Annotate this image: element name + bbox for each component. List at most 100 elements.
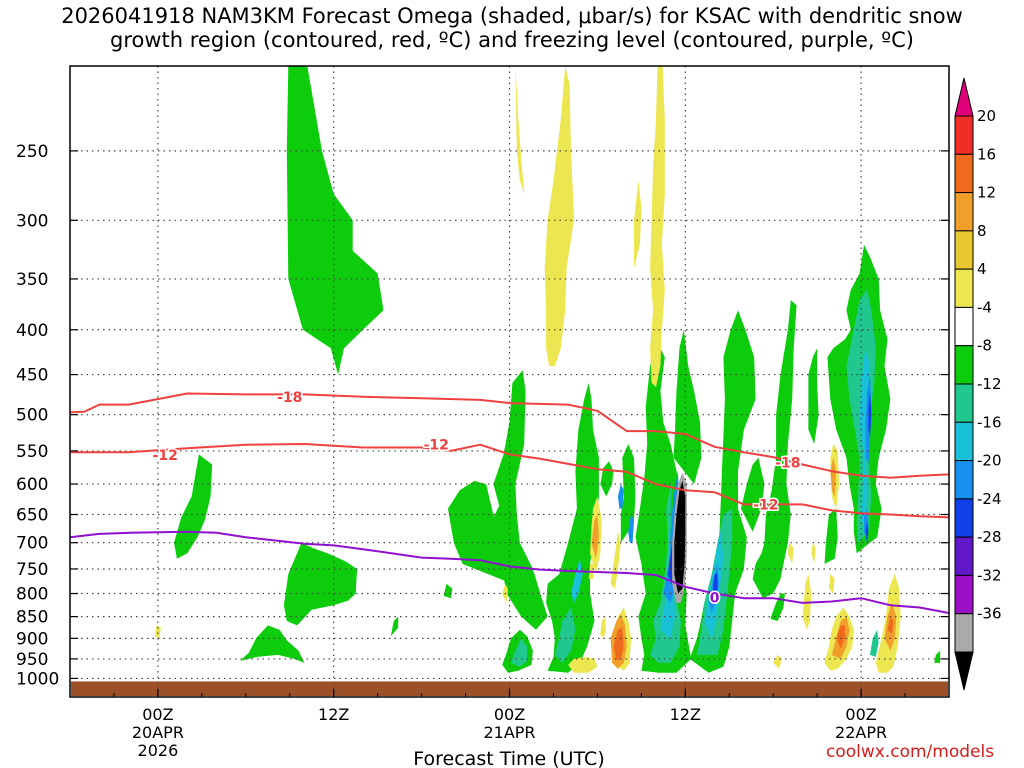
colorbar-label-11: -28: [977, 528, 1002, 546]
colorbar-label-1: 16: [977, 145, 996, 163]
colorbar-label-10: -24: [977, 490, 1002, 508]
omega-region-0-3: [283, 542, 358, 626]
omega-region-0-21: [443, 583, 453, 599]
contour-line-2: [70, 530, 949, 614]
x-axis-label: Forecast Time (UTC): [413, 748, 604, 768]
omega-region-0-8: [546, 382, 599, 673]
omega-region-0-1: [174, 454, 213, 559]
omega-shading: [155, 66, 941, 673]
colorbar-swatch-1: [954, 153, 974, 194]
colorbar-swatch-0: [954, 115, 974, 155]
omega-region-8-4: [155, 625, 161, 639]
omega-region-0-4: [390, 616, 399, 637]
omega-region-1-1: [554, 607, 576, 663]
omega-region-9-1: [591, 514, 599, 559]
x-tick-label-3-0: 12Z: [670, 705, 701, 724]
x-tick-label-4-1: 22APR: [835, 723, 887, 742]
chart-title: 2026041918 NAM3KM Forecast Omega (shaded…: [0, 4, 1024, 52]
omega-region-0-2: [239, 625, 305, 663]
omega-region-0-9: [600, 461, 614, 497]
y-tick-label-600: 600: [16, 475, 48, 495]
colorbar-label-2: 12: [977, 184, 996, 202]
omega-region-10-2: [887, 616, 894, 635]
colorbar-label-13: -36: [977, 605, 1002, 623]
colorbar-bottom-arrow: [954, 651, 974, 691]
x-tick-label-1-0: 12Z: [318, 705, 349, 724]
y-axis: 2503003504004505005506006507007508008509…: [16, 142, 949, 689]
omega-region-7-0: [674, 480, 686, 594]
omega-region-2-3: [571, 558, 583, 603]
y-tick-label-400: 400: [16, 321, 48, 341]
colorbar-label-8: -16: [977, 413, 1002, 431]
y-tick-label-900: 900: [16, 629, 48, 649]
omega-region-8-15: [811, 542, 816, 564]
y-tick-label-500: 500: [16, 406, 48, 426]
colorbar-swatch-12: [954, 574, 974, 615]
x-tick-label-2-1: 21APR: [483, 723, 535, 742]
x-tick-label-4-0: 00Z: [845, 705, 876, 724]
colorbar-swatch-11: [954, 536, 974, 576]
colorbar-label-7: -12: [977, 375, 1002, 393]
colorbar-label-6: -8: [977, 337, 992, 355]
colorbar-label-9: -20: [977, 452, 1002, 470]
y-tick-label-650: 650: [16, 506, 48, 526]
omega-region-3-4: [617, 484, 624, 509]
y-tick-label-550: 550: [16, 442, 48, 462]
omega-region-0-12: [673, 329, 702, 485]
omega-region-8-6: [568, 656, 598, 673]
omega-region-8-2: [634, 180, 642, 268]
omega-region-10-1: [836, 625, 845, 649]
title-line-1: 2026041918 NAM3KM Forecast Omega (shaded…: [61, 4, 963, 28]
colorbar-swatch-7: [954, 383, 974, 423]
omega-region-0-19: [824, 508, 838, 564]
y-tick-label-250: 250: [16, 142, 48, 162]
contour-label-2-0: 0: [710, 590, 720, 606]
y-tick-label-450: 450: [16, 366, 48, 386]
omega-region-1-0: [511, 638, 528, 667]
omega-region-9-4: [830, 457, 837, 497]
colorbar-swatch-10: [954, 498, 974, 538]
colorbar-swatch-3: [954, 230, 974, 270]
omega-region-8-0: [515, 66, 525, 194]
omega-region-0-13: [689, 310, 756, 673]
colorbar-swatch-2: [954, 192, 974, 232]
y-tick-label-800: 800: [16, 585, 48, 605]
omega-region-8-12: [773, 654, 782, 669]
omega-region-4-2: [865, 520, 869, 543]
omega-region-0-20: [934, 650, 941, 663]
contour-label-1-2: -12: [753, 497, 778, 513]
colorbar-swatch-9: [954, 460, 974, 500]
x-tick-label-0-1: 20APR: [132, 723, 184, 742]
credit-link[interactable]: coolwx.com/models: [826, 742, 995, 762]
omega-region-8-16: [828, 574, 835, 594]
x-tick-label-0-2: 2026: [138, 741, 179, 760]
omega-region-3-5: [628, 514, 634, 543]
contour-line-1: [70, 443, 949, 519]
omega-region-1-5: [869, 629, 879, 657]
colorbar-label-12: -32: [977, 566, 1002, 584]
colorbar-top-arrow: [954, 77, 974, 117]
omega-region-8-3: [650, 66, 665, 388]
omega-region-0-14: [741, 457, 765, 532]
grid-lines: [70, 66, 949, 697]
y-tick-label-850: 850: [16, 608, 48, 628]
y-tick-label-1000: 1000: [16, 669, 59, 689]
colorbar-swatch-5: [954, 306, 974, 347]
x-tick-label-0-0: 00Z: [142, 705, 173, 724]
contour-label-0-1: -18: [775, 456, 800, 472]
omega-region-10-0: [613, 627, 624, 661]
colorbar-label-3: 8: [977, 222, 987, 240]
omega-region-8-13: [787, 542, 794, 564]
contour-lines: -18 -18 -12 -12 -12 0: [70, 388, 949, 614]
omega-region-0-17: [808, 348, 819, 444]
y-tick-label-300: 300: [16, 211, 48, 231]
contour-label-0-0: -18: [277, 390, 302, 406]
colorbar-label-0: 20: [977, 107, 996, 125]
colorbar-label-4: 4: [977, 260, 987, 278]
omega-region-0-6: [448, 480, 513, 584]
colorbar-swatch-4: [954, 268, 974, 308]
omega-region-8-9: [610, 531, 621, 589]
title-line-2: growth region (contoured, red, ºC) and f…: [110, 28, 914, 52]
